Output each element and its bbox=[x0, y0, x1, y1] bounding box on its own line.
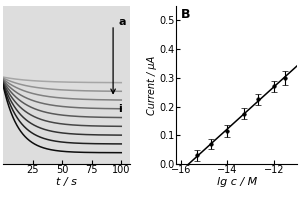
X-axis label: t / s: t / s bbox=[56, 177, 77, 187]
X-axis label: lg c / M: lg c / M bbox=[217, 177, 257, 187]
Y-axis label: Current / μA: Current / μA bbox=[147, 55, 157, 115]
Text: B: B bbox=[181, 8, 191, 21]
Text: a: a bbox=[118, 17, 126, 27]
Text: i: i bbox=[118, 104, 122, 114]
